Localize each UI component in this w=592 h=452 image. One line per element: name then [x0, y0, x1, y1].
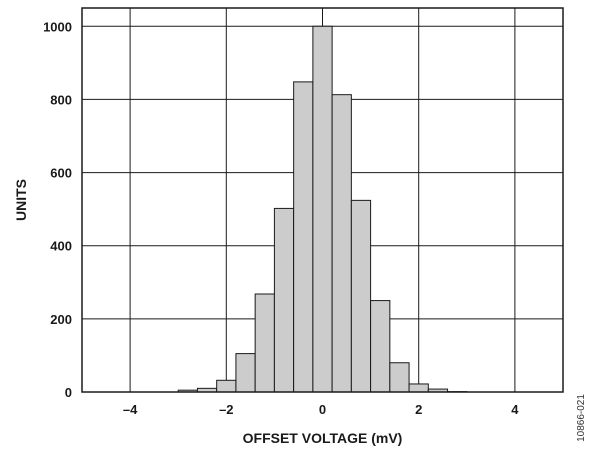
- y-tick-label: 1000: [43, 19, 72, 34]
- x-tick-label: –4: [123, 402, 138, 417]
- histogram-bar: [216, 379, 237, 393]
- y-tick-labels: 0 200 400 600 800 1000: [43, 19, 72, 400]
- histogram-bar: [389, 362, 410, 393]
- x-tick-label: –2: [219, 402, 233, 417]
- y-tick-label: 600: [50, 166, 72, 181]
- histogram-bar: [331, 94, 352, 393]
- histogram-bar: [312, 25, 333, 393]
- histogram-bar: [273, 207, 295, 393]
- y-tick-label: 800: [50, 92, 72, 107]
- y-axis-title: UNITS: [13, 179, 29, 221]
- x-tick-label: 2: [415, 402, 422, 417]
- histogram-bar: [254, 293, 275, 393]
- histogram-bar: [370, 300, 391, 393]
- x-tick-labels: –4 –2 0 2 4: [123, 402, 519, 417]
- figure-id: 10866-021: [576, 394, 587, 442]
- y-tick-label: 400: [50, 239, 72, 254]
- plot-frame: [81, 7, 564, 393]
- histogram-bar: [235, 353, 256, 393]
- histogram-bar: [408, 383, 429, 393]
- x-tick-label: 4: [511, 402, 519, 417]
- histogram-bar: [350, 199, 372, 393]
- histogram-bar: [293, 81, 314, 393]
- x-axis-title: OFFSET VOLTAGE (mV): [243, 430, 403, 446]
- y-tick-label: 0: [65, 385, 72, 400]
- x-tick-label: 0: [319, 402, 326, 417]
- histogram-bars: [177, 25, 468, 393]
- y-tick-label: 200: [50, 312, 72, 327]
